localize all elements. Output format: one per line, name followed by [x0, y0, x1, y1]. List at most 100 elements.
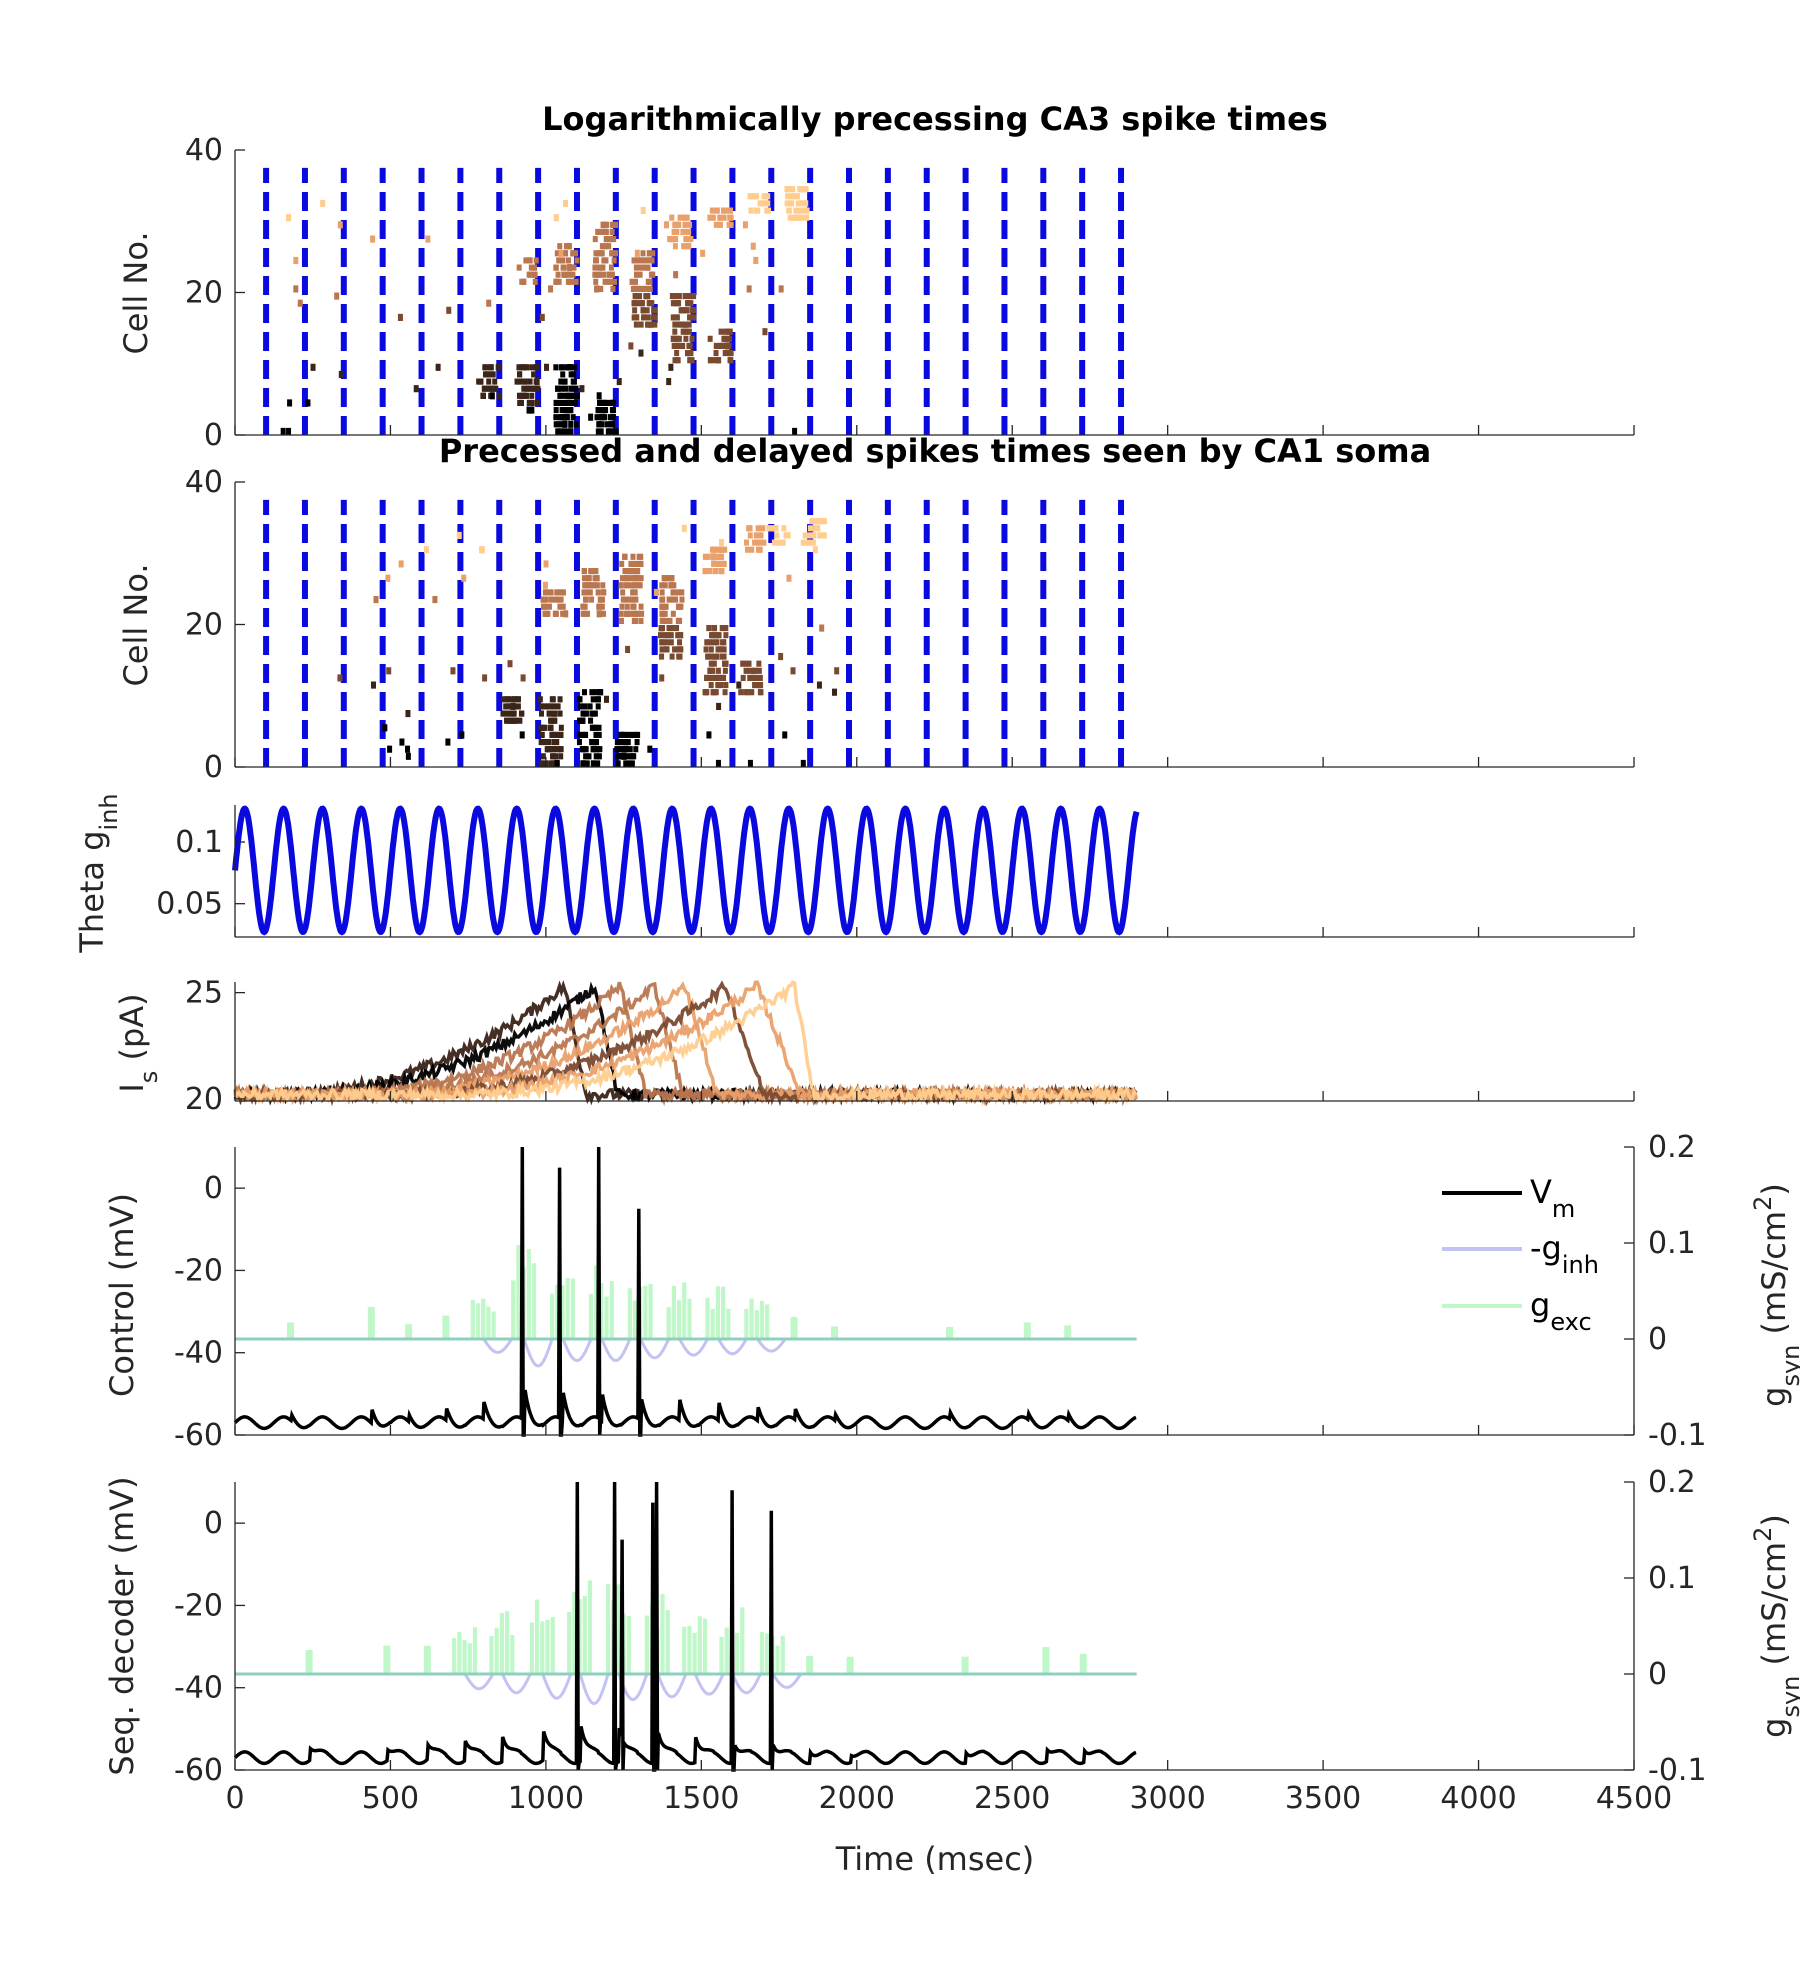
- ca1-spike: [710, 689, 716, 696]
- ca3-spike: [632, 293, 638, 300]
- ca1-spike: [589, 582, 595, 589]
- is-current-line: [233, 980, 1138, 1106]
- ca1-spike: [373, 596, 379, 604]
- ca3-spike: [528, 264, 534, 271]
- decoder-right-y-label-main: g: [1755, 1718, 1793, 1738]
- ca3-spike: [673, 271, 679, 279]
- ca3-spike: [517, 378, 523, 385]
- control-right-y-label-sup: 2: [1749, 1196, 1777, 1211]
- decoder-gexc-bar: [1079, 1653, 1087, 1674]
- ca3-spike: [785, 186, 791, 193]
- decoder-gexc-bar: [462, 1639, 467, 1674]
- ca1-spike: [589, 596, 595, 603]
- ca1-spike: [543, 560, 549, 568]
- ca1-spike: [543, 603, 549, 610]
- ca3-spike: [685, 300, 691, 307]
- ca1-spike: [709, 546, 715, 553]
- ca3-spike: [563, 407, 569, 414]
- ca1-spike: [581, 689, 587, 696]
- ca1-spike: [708, 674, 714, 681]
- ca3-spike: [607, 278, 613, 285]
- ca1-spike: [705, 653, 711, 660]
- ca3-spike: [672, 243, 678, 250]
- ca1-spike: [405, 745, 411, 753]
- decoder-gexc-bar: [605, 1584, 611, 1674]
- ca3-spike: [567, 399, 573, 406]
- ca3-spike: [574, 392, 580, 399]
- ca3-spike: [674, 350, 680, 357]
- ca3-spike: [647, 250, 653, 257]
- ca1-spike: [539, 731, 545, 738]
- is-y-label: Is (pA): [113, 993, 163, 1092]
- ca3-sparse-spikes: [280, 199, 798, 435]
- ca3-spike: [728, 357, 734, 364]
- ca3-spike: [717, 221, 723, 228]
- ca1-spike: [540, 753, 546, 760]
- ca1-spike: [639, 610, 645, 617]
- ca3-spike: [293, 285, 299, 293]
- ca3-spike: [722, 328, 728, 335]
- ca3-spike: [778, 285, 784, 293]
- ca1-spike: [595, 696, 601, 703]
- ca3-spike: [592, 264, 598, 271]
- x-tick-label: 2000: [819, 1781, 895, 1816]
- ca1-spike: [721, 660, 727, 667]
- ca3-spike: [556, 257, 562, 264]
- ca1-spike: [506, 710, 512, 717]
- ca1-spike: [712, 674, 718, 681]
- ca3-spike-group: [516, 257, 539, 285]
- decoder-gexc-bar: [616, 1584, 621, 1674]
- ca3-spike: [481, 392, 487, 399]
- decoder-gexc-bar: [702, 1618, 708, 1674]
- ca3-spike: [603, 407, 609, 414]
- ca1-spike: [747, 674, 753, 681]
- ca3-spike: [645, 293, 651, 300]
- ca3-spike: [516, 392, 522, 399]
- ca1-spike: [597, 746, 603, 753]
- ca1-spike: [638, 603, 644, 610]
- control-gexc-bar: [491, 1311, 496, 1339]
- ca1-spike: [621, 752, 627, 760]
- ca3-spike: [634, 314, 640, 321]
- ca3-spike-group: [707, 328, 734, 364]
- control-gexc-bar: [710, 1308, 715, 1339]
- ca3-spike: [568, 428, 574, 435]
- ca1-spike: [552, 596, 558, 603]
- ca1-spike: [510, 702, 516, 710]
- ca1-spike: [662, 603, 668, 610]
- ca1-spike: [553, 610, 559, 617]
- ca3-spike: [526, 406, 532, 414]
- ca1-spike: [542, 610, 548, 617]
- ca3-spike: [786, 207, 792, 214]
- decoder-right-y-ticks: -0.1 0 0.1 0.2: [1624, 1465, 1707, 1788]
- ca1-spike: [546, 739, 552, 746]
- is-y-tick-label: 20: [185, 1082, 223, 1117]
- ca1-spike: [678, 646, 684, 653]
- ca3-spike: [556, 278, 562, 285]
- control-y-tick-label: -20: [174, 1253, 223, 1288]
- ca1-spike: [631, 617, 637, 624]
- ca3-spike: [639, 257, 645, 264]
- ca1-spike: [616, 753, 622, 760]
- ca3-spike: [425, 235, 431, 243]
- ca1-spike: [707, 568, 713, 575]
- control-gexc-bar: [286, 1322, 294, 1339]
- ca1-spike: [634, 568, 640, 575]
- ca3-spike: [632, 307, 638, 314]
- ca3-spike: [676, 321, 682, 328]
- ca1-spike: [822, 518, 828, 525]
- ca1-spike: [659, 589, 665, 596]
- decoder-y-tick-label: -60: [174, 1753, 223, 1788]
- ca3-spike: [797, 186, 803, 193]
- ca1-spike: [756, 660, 762, 667]
- ca3-spike: [596, 271, 602, 278]
- ca3-spike: [287, 399, 293, 407]
- ca3-spike: [728, 207, 734, 214]
- ca3-spike: [490, 385, 496, 392]
- control-gexc-bar: [682, 1282, 687, 1339]
- ca1-spike: [800, 759, 806, 767]
- control-gexc-bar: [744, 1308, 749, 1339]
- ca3-spike: [297, 299, 303, 307]
- ca3-spike: [555, 428, 561, 435]
